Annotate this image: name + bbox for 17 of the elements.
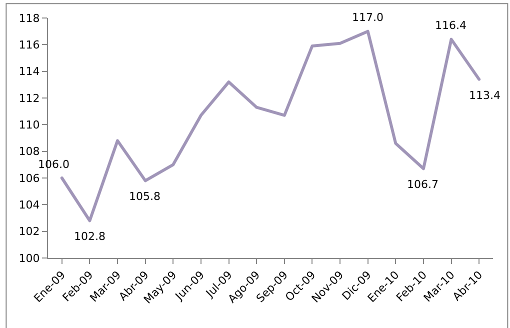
y-tick-label: 100 xyxy=(18,252,40,265)
y-tick-label: 106 xyxy=(18,172,40,185)
y-tick-label: 114 xyxy=(18,65,40,78)
data-label: 117.0 xyxy=(352,11,384,24)
data-label: 113.4 xyxy=(469,89,500,102)
y-tick-label: 118 xyxy=(18,12,40,25)
y-tick-label: 102 xyxy=(18,225,40,238)
data-label: 102.8 xyxy=(74,230,106,243)
y-tick-label: 104 xyxy=(18,198,40,212)
y-tick-label: 110 xyxy=(18,118,40,132)
data-label: 105.8 xyxy=(129,190,160,203)
data-label: 116.4 xyxy=(435,19,466,32)
data-label: 106.7 xyxy=(407,178,438,191)
data-label: 106.0 xyxy=(38,158,70,171)
y-tick-label: 112 xyxy=(18,92,40,105)
y-tick-label: 116 xyxy=(18,38,40,52)
y-tick-label: 108 xyxy=(18,145,40,158)
